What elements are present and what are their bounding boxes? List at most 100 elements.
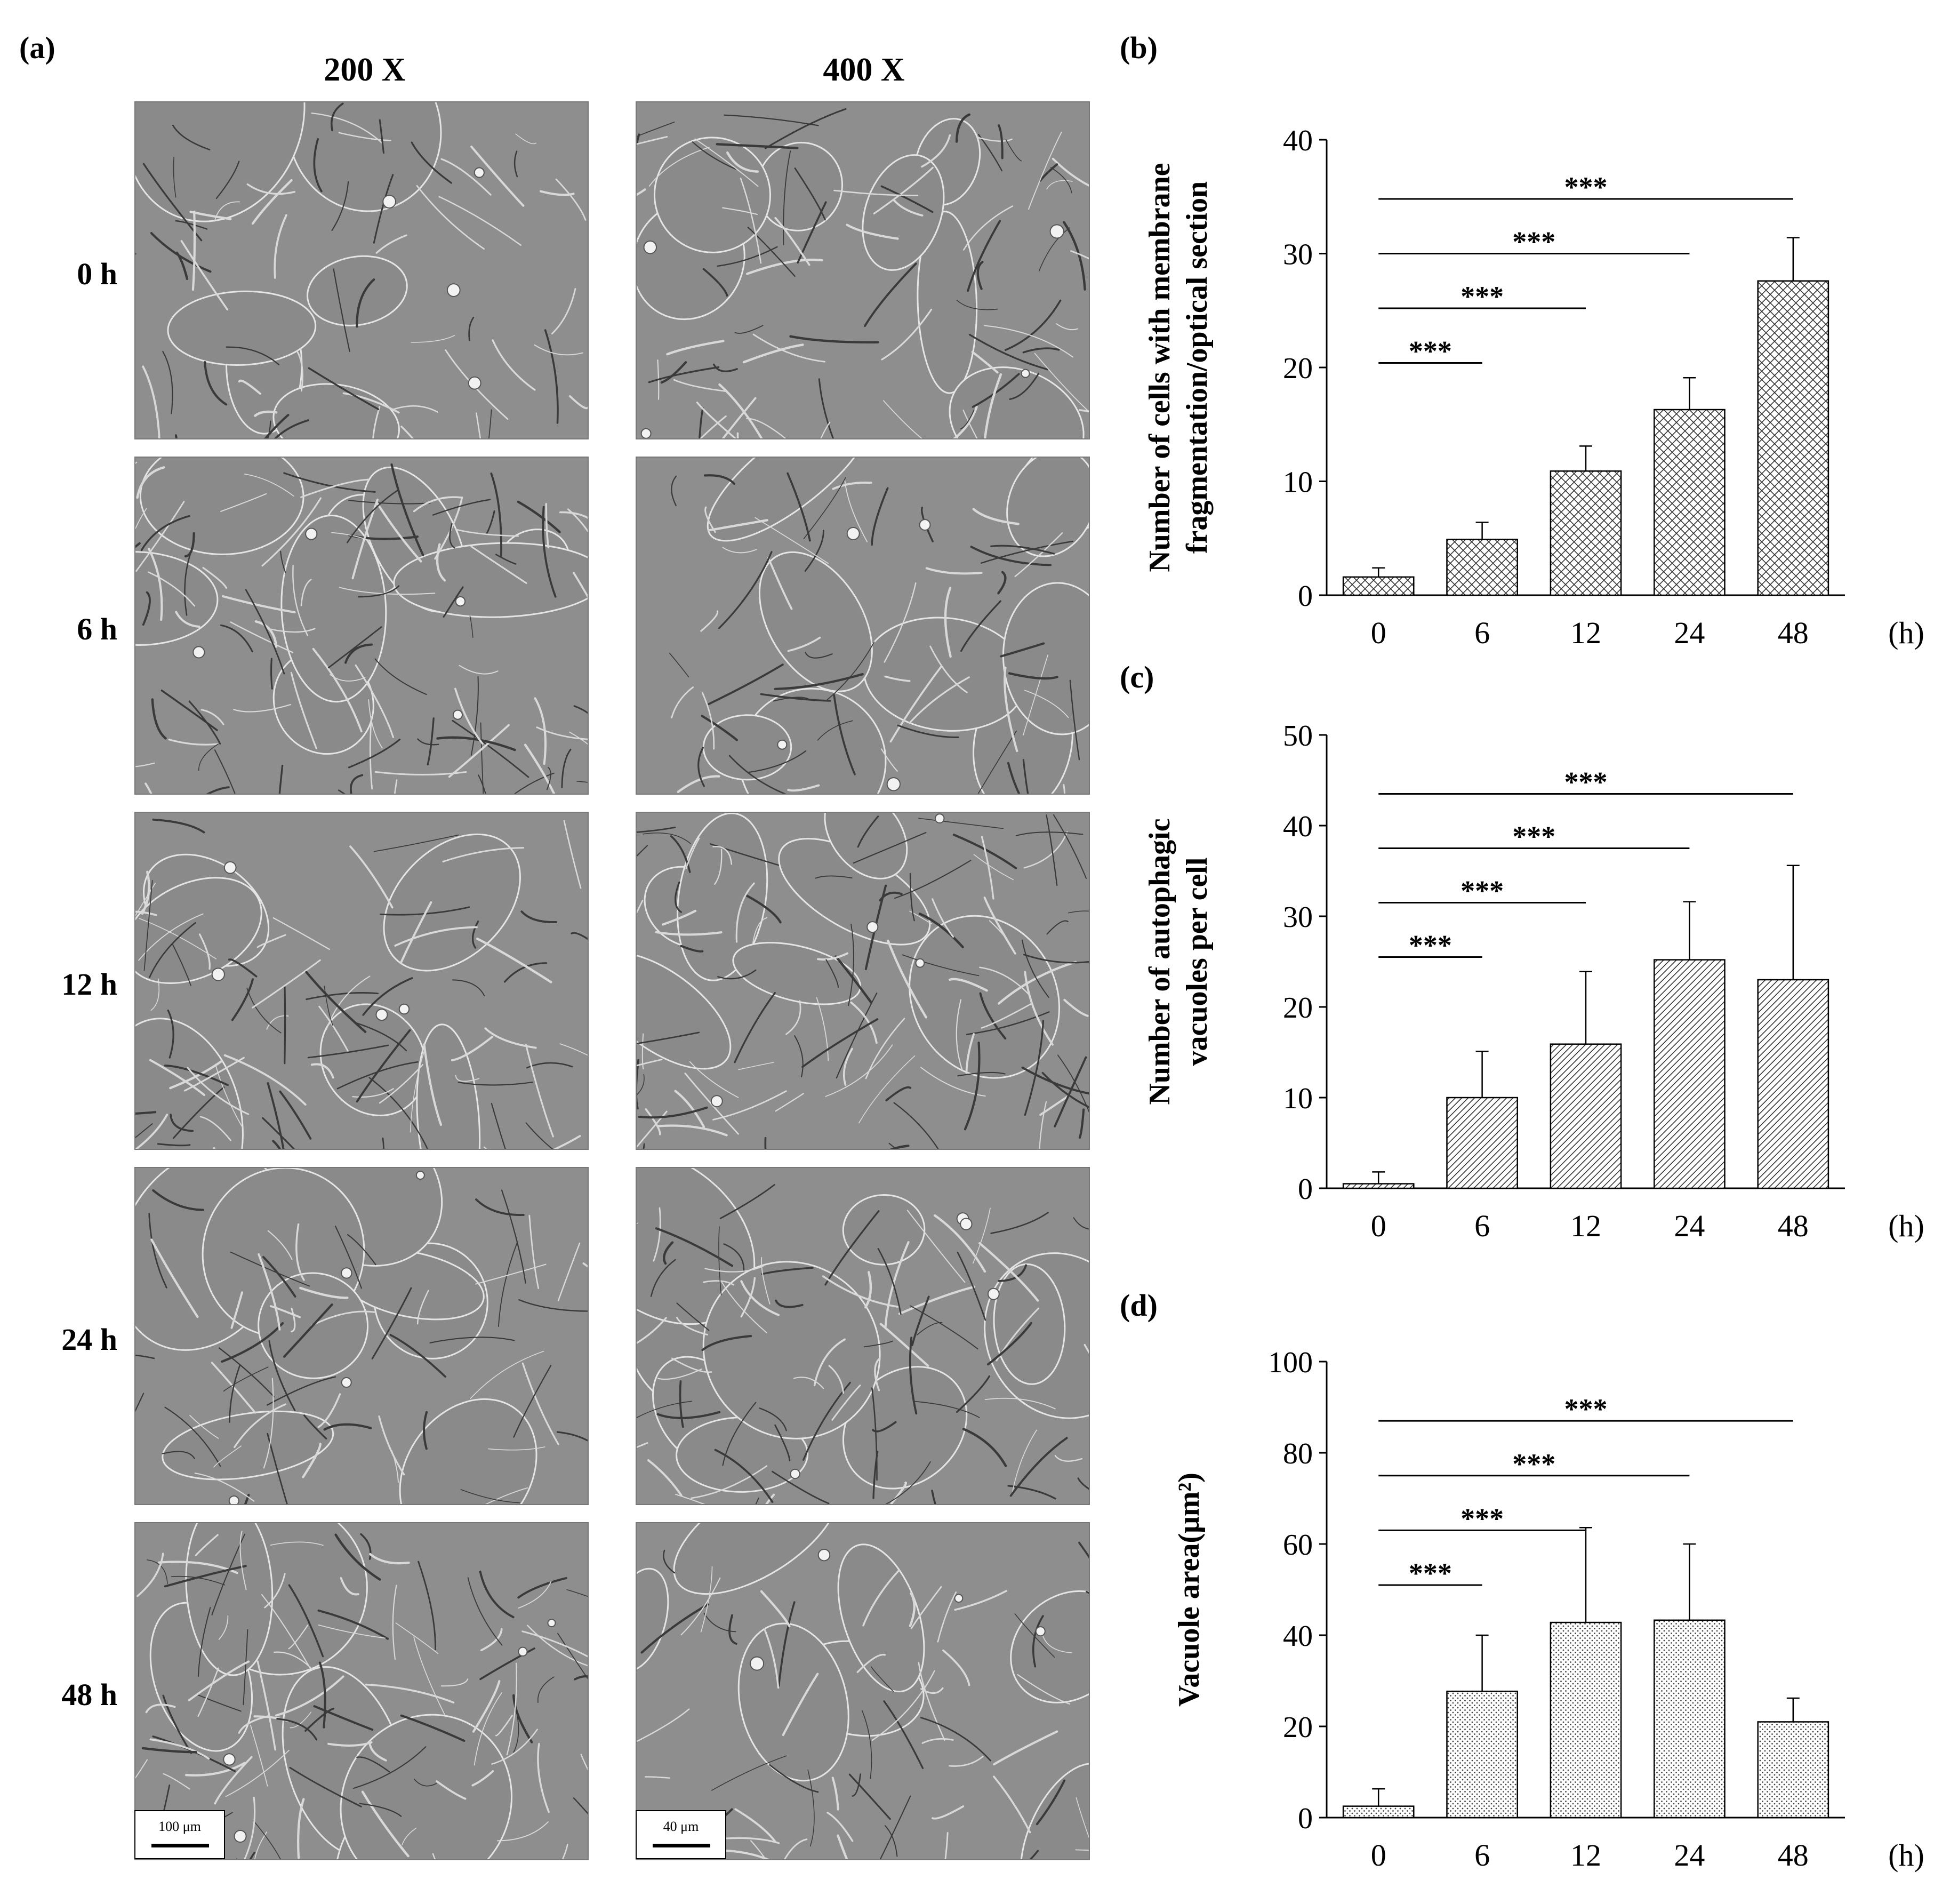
bar-6h	[1446, 539, 1518, 596]
x-tick-label: 24	[1674, 1838, 1705, 1873]
y-tick-label: 50	[1283, 719, 1313, 753]
x-tick-label: 0	[1371, 615, 1386, 650]
row-label-12h: 12 h	[61, 967, 117, 1002]
bar-48h	[1757, 280, 1829, 596]
y-axis-label: fragmentation/optical section	[1181, 181, 1214, 554]
micrograph-image	[637, 1523, 1089, 1859]
y-tick-label: 10	[1283, 1082, 1313, 1115]
micrograph-image	[637, 102, 1089, 438]
micrograph-400x-48h	[636, 1522, 1090, 1860]
micrograph-image	[637, 813, 1089, 1149]
bar-12h	[1550, 470, 1622, 596]
bar-24h	[1654, 409, 1726, 596]
bar-48h	[1757, 979, 1829, 1189]
bar-24h	[1654, 959, 1726, 1189]
bar-0h	[1342, 576, 1415, 596]
y-tick-label: 20	[1283, 352, 1313, 385]
x-unit-label: (h)	[1888, 615, 1924, 650]
x-tick-label: 48	[1778, 615, 1809, 650]
scale-bar-40um: 40 μm	[636, 1810, 726, 1859]
panel-label-a: (a)	[19, 30, 55, 65]
bar-12h	[1550, 1621, 1622, 1819]
micrograph-image	[637, 458, 1089, 794]
bar-6h	[1446, 1097, 1518, 1189]
bar-12h	[1550, 1043, 1622, 1189]
significance-stars: ***	[1512, 226, 1555, 258]
row-label-6h: 6 h	[77, 612, 117, 646]
x-unit-label: (h)	[1888, 1209, 1924, 1243]
y-tick-label: 0	[1298, 580, 1313, 613]
micrograph-400x-24h	[636, 1167, 1090, 1505]
y-tick-label: 0	[1298, 1802, 1313, 1835]
x-tick-label: 48	[1778, 1209, 1809, 1243]
bar-0h	[1342, 1183, 1415, 1189]
micrograph-image	[135, 1523, 588, 1859]
y-tick-label: 40	[1283, 124, 1313, 157]
micrograph-image	[135, 458, 588, 794]
significance-stars: ***	[1409, 930, 1452, 962]
micrograph-image	[135, 102, 588, 438]
y-tick-label: 20	[1283, 1711, 1313, 1744]
y-tick-label: 20	[1283, 991, 1313, 1025]
bar-6h	[1446, 1690, 1518, 1819]
panel-label-b: (b)	[1120, 30, 1158, 65]
significance-stars: ***	[1512, 821, 1555, 853]
bar-48h	[1757, 1721, 1829, 1819]
micrograph-image	[637, 1168, 1089, 1504]
x-tick-label: 12	[1570, 1209, 1601, 1243]
micrograph-400x-12h	[636, 812, 1090, 1150]
micrograph-200x-24h	[134, 1167, 589, 1505]
x-unit-label: (h)	[1888, 1838, 1924, 1873]
x-tick-label: 6	[1474, 1838, 1490, 1873]
column-header-400x: 400 X	[823, 52, 905, 88]
significance-stars: ***	[1564, 766, 1608, 798]
significance-stars: ***	[1564, 171, 1608, 203]
micrograph-image	[135, 813, 588, 1149]
y-tick-label: 10	[1283, 466, 1313, 499]
micrograph-200x-6h	[134, 457, 589, 795]
y-tick-label: 30	[1283, 238, 1313, 271]
significance-stars: ***	[1461, 1502, 1504, 1534]
row-label-24h: 24 h	[61, 1322, 117, 1357]
significance-stars: ***	[1409, 335, 1452, 367]
y-tick-label: 40	[1283, 1620, 1313, 1653]
significance-stars: ***	[1512, 1448, 1555, 1480]
micrograph-200x-12h	[134, 812, 589, 1150]
panel-label-c: (c)	[1120, 660, 1154, 694]
y-axis-label: Number of cells with membrane	[1143, 163, 1176, 572]
x-tick-label: 0	[1371, 1838, 1386, 1873]
micrograph-200x-0h	[134, 101, 589, 439]
panel-label-d: (d)	[1120, 1288, 1158, 1323]
y-axis-label: Number of autophagic	[1143, 818, 1176, 1105]
y-tick-label: 60	[1283, 1529, 1313, 1562]
micrograph-400x-0h	[636, 101, 1090, 439]
scale-bar-label: 100 μm	[158, 1819, 201, 1834]
bar-24h	[1654, 1619, 1726, 1819]
significance-stars: ***	[1461, 281, 1504, 313]
x-tick-label: 12	[1570, 1838, 1601, 1873]
micrograph-image	[135, 1168, 588, 1504]
x-tick-label: 48	[1778, 1838, 1809, 1873]
row-label-48h: 48 h	[61, 1677, 117, 1712]
y-axis-label: Vacuole area(μm²)	[1173, 1473, 1206, 1707]
row-label-0h: 0 h	[77, 257, 117, 291]
scale-bar-100um: 100 μm	[134, 1810, 225, 1859]
y-tick-label: 100	[1268, 1346, 1313, 1379]
y-tick-label: 40	[1283, 810, 1313, 843]
scale-bar-label: 40 μm	[663, 1819, 699, 1834]
x-tick-label: 24	[1674, 615, 1705, 650]
significance-stars: ***	[1409, 1557, 1452, 1589]
y-tick-label: 30	[1283, 901, 1313, 934]
significance-stars: ***	[1461, 875, 1504, 907]
x-tick-label: 0	[1371, 1209, 1386, 1243]
significance-stars: ***	[1564, 1393, 1608, 1425]
x-tick-label: 12	[1570, 615, 1601, 650]
x-tick-label: 24	[1674, 1209, 1705, 1243]
bar-0h	[1342, 1805, 1415, 1819]
x-tick-label: 6	[1474, 615, 1490, 650]
column-header-200x: 200 X	[324, 52, 406, 88]
